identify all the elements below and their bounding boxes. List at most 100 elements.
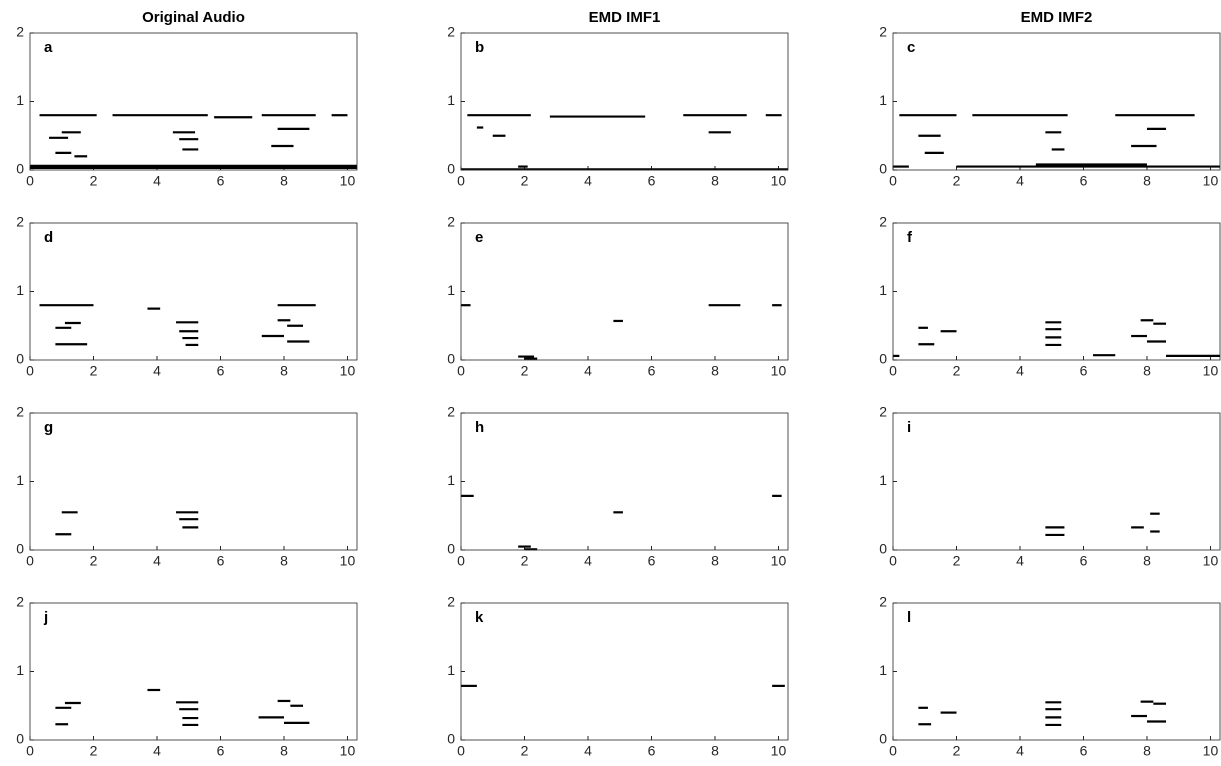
x-tick-label: 6 — [648, 363, 656, 379]
x-tick-label: 6 — [1080, 553, 1088, 569]
x-tick-label: 4 — [1016, 363, 1024, 379]
x-tick-label: 6 — [217, 743, 225, 759]
x-tick-label: 0 — [26, 553, 34, 569]
x-tick-label: 2 — [521, 553, 529, 569]
x-tick-label: 6 — [1080, 363, 1088, 379]
y-tick-label: 0 — [879, 541, 887, 557]
x-tick-label: 4 — [1016, 553, 1024, 569]
y-tick-label: 1 — [16, 282, 24, 298]
plot-frame — [461, 223, 788, 360]
x-tick-label: 2 — [521, 173, 529, 189]
x-tick-label: 8 — [711, 363, 719, 379]
y-tick-label: 2 — [879, 24, 887, 40]
y-tick-label: 0 — [879, 161, 887, 177]
y-tick-label: 1 — [16, 472, 24, 488]
panel-letter: h — [475, 419, 484, 436]
x-tick-label: 2 — [953, 553, 961, 569]
panel-letter: i — [907, 419, 911, 436]
y-tick-label: 0 — [16, 541, 24, 557]
y-tick-label: 2 — [447, 594, 455, 610]
x-tick-label: 0 — [26, 743, 34, 759]
panel-letter: a — [44, 39, 53, 56]
x-tick-label: 4 — [584, 743, 592, 759]
y-tick-label: 2 — [879, 404, 887, 420]
panel-title: EMD IMF1 — [589, 9, 661, 26]
x-tick-label: 8 — [711, 553, 719, 569]
x-tick-label: 2 — [953, 743, 961, 759]
x-tick-label: 4 — [153, 173, 161, 189]
x-tick-label: 6 — [648, 743, 656, 759]
x-tick-label: 2 — [953, 363, 961, 379]
x-tick-label: 8 — [1143, 743, 1151, 759]
x-tick-label: 10 — [1203, 553, 1219, 569]
x-tick-label: 0 — [889, 743, 897, 759]
plot-frame — [893, 603, 1220, 740]
panel-title: EMD IMF2 — [1021, 9, 1093, 26]
y-tick-label: 2 — [447, 404, 455, 420]
y-tick-label: 0 — [447, 731, 455, 747]
x-tick-label: 10 — [340, 173, 356, 189]
y-tick-label: 0 — [879, 731, 887, 747]
y-tick-label: 0 — [16, 731, 24, 747]
x-tick-label: 10 — [1203, 363, 1219, 379]
y-tick-label: 0 — [447, 541, 455, 557]
x-tick-label: 8 — [711, 743, 719, 759]
plot-frame — [893, 223, 1220, 360]
panel-letter: e — [475, 229, 483, 246]
y-tick-label: 2 — [447, 214, 455, 230]
x-tick-label: 8 — [1143, 553, 1151, 569]
x-tick-label: 8 — [280, 743, 288, 759]
x-tick-label: 8 — [280, 363, 288, 379]
x-tick-label: 4 — [584, 363, 592, 379]
plot-frame — [461, 33, 788, 170]
y-tick-label: 0 — [879, 351, 887, 367]
x-tick-label: 0 — [457, 553, 465, 569]
panel-letter: d — [44, 229, 53, 246]
x-tick-label: 4 — [1016, 173, 1024, 189]
x-tick-label: 4 — [584, 553, 592, 569]
x-tick-label: 10 — [771, 363, 787, 379]
panel-letter: f — [907, 229, 913, 246]
x-tick-label: 6 — [1080, 173, 1088, 189]
y-tick-label: 2 — [16, 24, 24, 40]
x-tick-label: 6 — [217, 553, 225, 569]
plot-frame — [30, 413, 357, 550]
panel-letter: c — [907, 39, 915, 56]
x-tick-label: 10 — [340, 743, 356, 759]
x-tick-label: 6 — [648, 553, 656, 569]
x-tick-label: 0 — [457, 363, 465, 379]
panel-letter: g — [44, 419, 53, 436]
x-tick-label: 4 — [153, 743, 161, 759]
x-tick-label: 10 — [1203, 173, 1219, 189]
y-tick-label: 0 — [447, 161, 455, 177]
x-tick-label: 6 — [648, 173, 656, 189]
x-tick-label: 2 — [90, 743, 98, 759]
x-tick-label: 10 — [771, 743, 787, 759]
y-tick-label: 1 — [879, 662, 887, 678]
x-tick-label: 10 — [340, 363, 356, 379]
y-tick-label: 2 — [16, 404, 24, 420]
x-tick-label: 0 — [26, 363, 34, 379]
x-tick-label: 4 — [153, 553, 161, 569]
y-tick-label: 1 — [879, 282, 887, 298]
x-tick-label: 10 — [340, 553, 356, 569]
x-tick-label: 0 — [889, 363, 897, 379]
panel-letter: l — [907, 609, 911, 626]
x-tick-label: 4 — [153, 363, 161, 379]
x-tick-label: 4 — [1016, 743, 1024, 759]
y-tick-label: 1 — [447, 662, 455, 678]
panel-title: Original Audio — [142, 9, 245, 26]
y-tick-label: 2 — [879, 594, 887, 610]
y-tick-label: 1 — [447, 92, 455, 108]
x-tick-label: 2 — [521, 363, 529, 379]
y-tick-label: 0 — [447, 351, 455, 367]
x-tick-label: 2 — [953, 173, 961, 189]
y-tick-label: 1 — [16, 662, 24, 678]
x-tick-label: 2 — [90, 363, 98, 379]
x-tick-label: 6 — [1080, 743, 1088, 759]
x-tick-label: 8 — [1143, 363, 1151, 379]
x-tick-label: 8 — [280, 553, 288, 569]
panel-letter: k — [475, 609, 484, 626]
x-tick-label: 10 — [1203, 743, 1219, 759]
panel-letter: b — [475, 39, 484, 56]
